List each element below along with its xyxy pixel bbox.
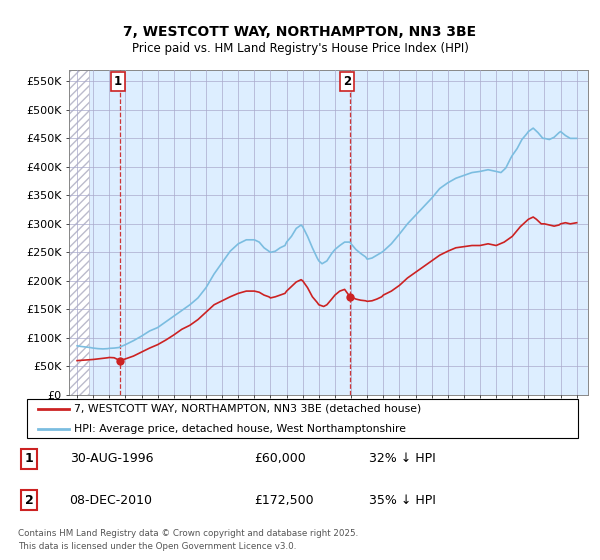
Text: 35% ↓ HPI: 35% ↓ HPI — [369, 494, 436, 507]
Text: 30-AUG-1996: 30-AUG-1996 — [70, 452, 153, 465]
Text: 7, WESTCOTT WAY, NORTHAMPTON, NN3 3BE (detached house): 7, WESTCOTT WAY, NORTHAMPTON, NN3 3BE (d… — [74, 404, 421, 414]
Text: Price paid vs. HM Land Registry's House Price Index (HPI): Price paid vs. HM Land Registry's House … — [131, 42, 469, 55]
Text: This data is licensed under the Open Government Licence v3.0.: This data is licensed under the Open Gov… — [18, 542, 296, 550]
FancyBboxPatch shape — [27, 399, 578, 438]
Text: Contains HM Land Registry data © Crown copyright and database right 2025.: Contains HM Land Registry data © Crown c… — [18, 529, 358, 538]
Text: 2: 2 — [25, 494, 34, 507]
Text: £60,000: £60,000 — [254, 452, 305, 465]
Text: HPI: Average price, detached house, West Northamptonshire: HPI: Average price, detached house, West… — [74, 424, 406, 434]
Text: 08-DEC-2010: 08-DEC-2010 — [70, 494, 152, 507]
Text: £172,500: £172,500 — [254, 494, 314, 507]
Text: 7, WESTCOTT WAY, NORTHAMPTON, NN3 3BE: 7, WESTCOTT WAY, NORTHAMPTON, NN3 3BE — [124, 25, 476, 39]
Text: 1: 1 — [113, 75, 122, 88]
Bar — [69, 70, 89, 395]
Text: 32% ↓ HPI: 32% ↓ HPI — [369, 452, 436, 465]
Text: 1: 1 — [25, 452, 34, 465]
Text: 2: 2 — [343, 75, 352, 88]
